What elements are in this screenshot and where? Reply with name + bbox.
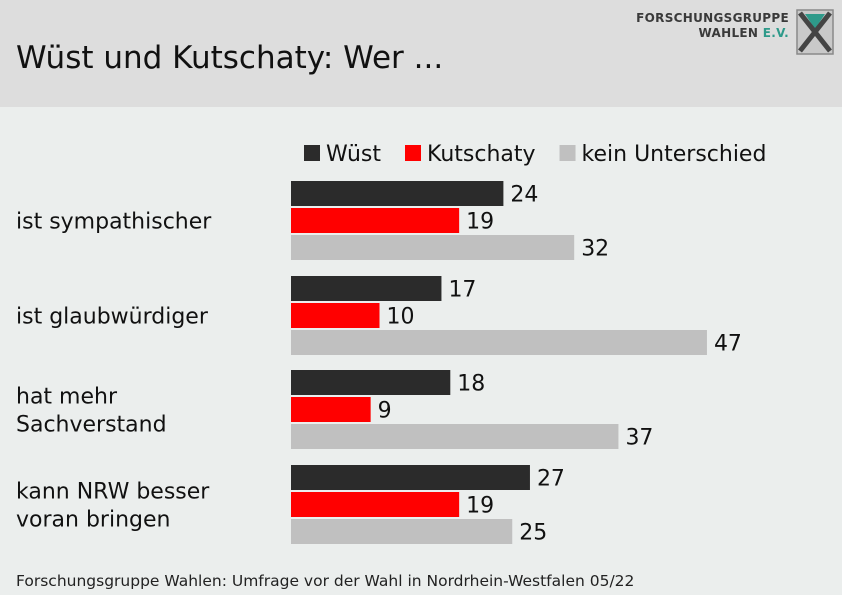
bar-chart: Wüst Kutschaty kein Unterschied 24 19 32 ist s… <box>16 142 767 546</box>
bar-1-0 <box>291 276 442 301</box>
bar-2-0 <box>291 370 451 395</box>
value-label-0-2: 32 <box>581 237 609 262</box>
category-label-2-1: Sachverstand <box>16 413 167 438</box>
legend-swatch-2 <box>559 145 576 161</box>
logo-text: FORSCHUNGSGRUPPE WAHLEN E.V. <box>636 11 789 41</box>
bar-0-1 <box>291 208 460 233</box>
value-label-2-1: 9 <box>378 399 392 424</box>
logo-ev: E.V. <box>762 26 789 40</box>
category-label-2-0: hat mehr <box>16 385 118 410</box>
legend-label-1: Kutschaty <box>427 142 536 167</box>
logo-wahlen: WAHLEN <box>698 26 759 40</box>
header-band: Wüst und Kutschaty: Wer ... FORSCHUNGSGR… <box>0 0 842 107</box>
category-label-3-1: voran bringen <box>16 508 170 533</box>
value-label-1-1: 10 <box>387 305 415 330</box>
bar-0-0 <box>291 181 504 206</box>
category-label-0-0: ist sympathischer <box>16 210 212 235</box>
value-label-3-0: 27 <box>537 467 565 492</box>
value-label-2-0: 18 <box>457 372 485 397</box>
source-note: Forschungsgruppe Wahlen: Umfrage vor der… <box>16 572 635 590</box>
legend-swatch-0 <box>304 145 320 161</box>
value-label-0-0: 24 <box>510 183 538 208</box>
bar-2-1 <box>291 397 371 422</box>
category-label-3-0: kann NRW besser <box>16 480 210 505</box>
value-label-2-2: 37 <box>625 426 653 451</box>
value-label-3-1: 19 <box>466 494 494 519</box>
page-title: Wüst und Kutschaty: Wer ... <box>16 40 444 76</box>
bar-3-0 <box>291 465 530 490</box>
legend-label-2: kein Unterschied <box>582 142 767 167</box>
logo-line-2: WAHLEN E.V. <box>636 26 789 41</box>
category-label-1-0: ist glaubwürdiger <box>16 305 209 330</box>
value-label-1-2: 47 <box>714 332 742 357</box>
bar-1-1 <box>291 303 380 328</box>
bar-0-2 <box>291 235 575 260</box>
value-label-0-1: 19 <box>466 210 494 235</box>
legend-label-0: Wüst <box>326 142 381 167</box>
bar-1-2 <box>291 330 707 355</box>
bar-3-2 <box>291 519 513 544</box>
legend-swatch-1 <box>405 145 421 161</box>
logo-line-1: FORSCHUNGSGRUPPE <box>636 11 789 25</box>
value-label-3-2: 25 <box>519 521 547 546</box>
bar-2-2 <box>291 424 619 449</box>
logo-mark-icon <box>796 9 834 55</box>
value-label-1-0: 17 <box>448 278 476 303</box>
bar-3-1 <box>291 492 460 517</box>
